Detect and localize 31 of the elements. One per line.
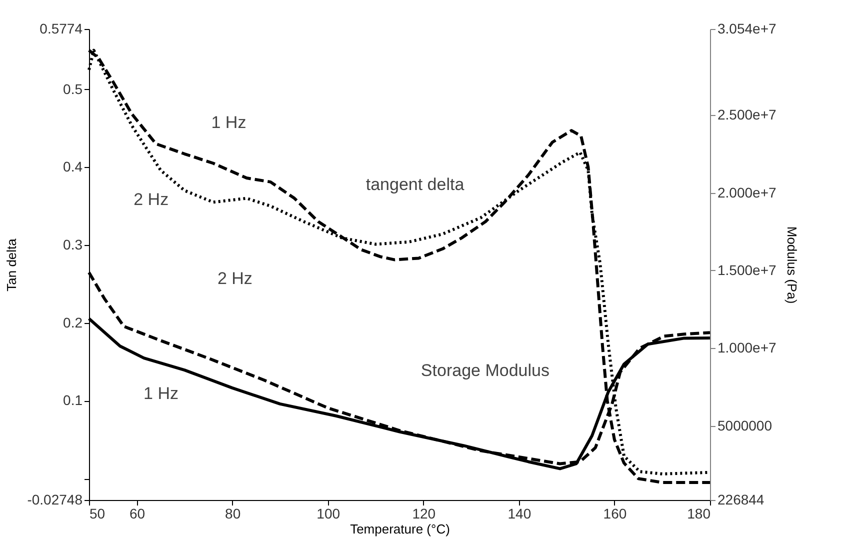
- y2-tick-label: 1.000e+7: [718, 340, 776, 356]
- y-tick-label: -0.02748: [27, 492, 83, 508]
- annotation: 1 Hz: [211, 113, 246, 132]
- annotation: 1 Hz: [144, 384, 179, 404]
- x-axis-title: Temperature (°C): [350, 522, 450, 536]
- annotation: 2 Hz: [217, 269, 252, 288]
- x-tick-label: 120: [412, 506, 436, 522]
- y-tick-label: 0.5: [63, 80, 83, 97]
- y-axis-title: Tan delta: [4, 238, 20, 292]
- y2-tick-label: 2.000e+7: [718, 184, 776, 200]
- x-tick-label: 180: [687, 506, 711, 522]
- y2-tick-label: 226844: [718, 492, 764, 508]
- x-tick-label: 160: [603, 506, 627, 522]
- y2-tick-label: 1.500e+7: [718, 262, 776, 278]
- annotation: tangent delta: [366, 174, 465, 194]
- y2-tick-label: 2.500e+7: [718, 106, 776, 123]
- y2-tick-label: 3.054e+7: [718, 20, 776, 36]
- y-tick-label: 0.4: [63, 158, 83, 175]
- annotation: 2 Hz: [134, 190, 169, 209]
- y-tick-label: 0.3: [63, 236, 83, 252]
- y-tick-label: 0.5774: [40, 20, 83, 36]
- x-tick-label: 60: [129, 506, 146, 522]
- x-tick-label: 50: [90, 506, 106, 522]
- y2-axis-title: Modulus (Pa): [784, 226, 800, 304]
- x-tick-label: 80: [225, 506, 241, 522]
- y-tick-label: 0.1: [63, 392, 83, 408]
- y2-tick-label: 5000000: [718, 417, 772, 434]
- y-tick-label: 0.2: [63, 314, 83, 330]
- annotation: Storage Modulus: [420, 360, 550, 380]
- x-tick-label: 140: [508, 506, 532, 522]
- x-tick-label: 100: [316, 506, 340, 522]
